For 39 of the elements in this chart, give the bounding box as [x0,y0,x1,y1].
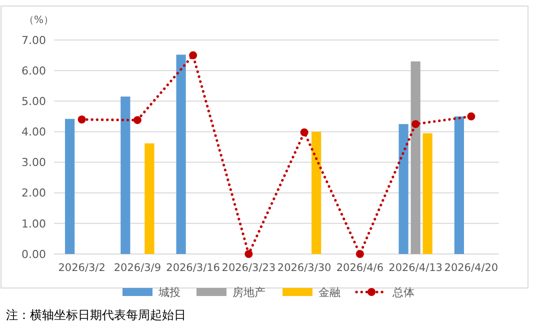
legend-label: 房地产 [232,286,266,299]
bar [410,61,420,254]
x-tick-label: 2026/3/9 [114,262,162,274]
legend-label: 金融 [318,286,340,299]
x-tick-label: 2026/4/13 [388,262,442,274]
point [356,250,364,258]
point [78,115,86,124]
bar [144,143,154,254]
point [133,116,142,124]
bar [64,118,75,254]
y-tick-label: 6.00 [22,64,46,78]
point [412,120,420,128]
x-tick-label: 2026/3/16 [166,262,220,274]
y-tick-label: 0.00 [22,248,46,261]
point [244,250,253,258]
y-tick-label: 4.00 [22,126,46,139]
x-tick-label: 2026/3/23 [222,262,276,274]
y-tick-label: 1.00 [22,217,46,230]
legend-label: 总体 [392,286,414,299]
bar [176,54,186,254]
x-tick-label: 2026/4/20 [444,262,498,274]
y-tick-label: 5.00 [22,94,46,108]
bar [398,124,408,254]
y-tick-label: 2.00 [22,186,46,200]
bar [422,133,432,254]
bar [120,96,130,254]
y-tick-label: 3.00 [22,156,46,170]
x-tick-label: 2026/4/6 [336,262,384,274]
text: 注：横轴坐标日期代表每周起始日 [6,308,186,322]
point [300,128,308,136]
y-tick-label: 7.00 [22,34,46,47]
bar [454,116,464,254]
point [189,51,198,60]
bar [312,132,322,254]
x-tick-label: 2026/3/2 [58,262,106,274]
y-axis-title: （%） [24,15,54,26]
legend-label: 城投 [158,286,180,299]
x-tick-label: 2026/3/30 [277,262,332,274]
point [467,112,476,120]
